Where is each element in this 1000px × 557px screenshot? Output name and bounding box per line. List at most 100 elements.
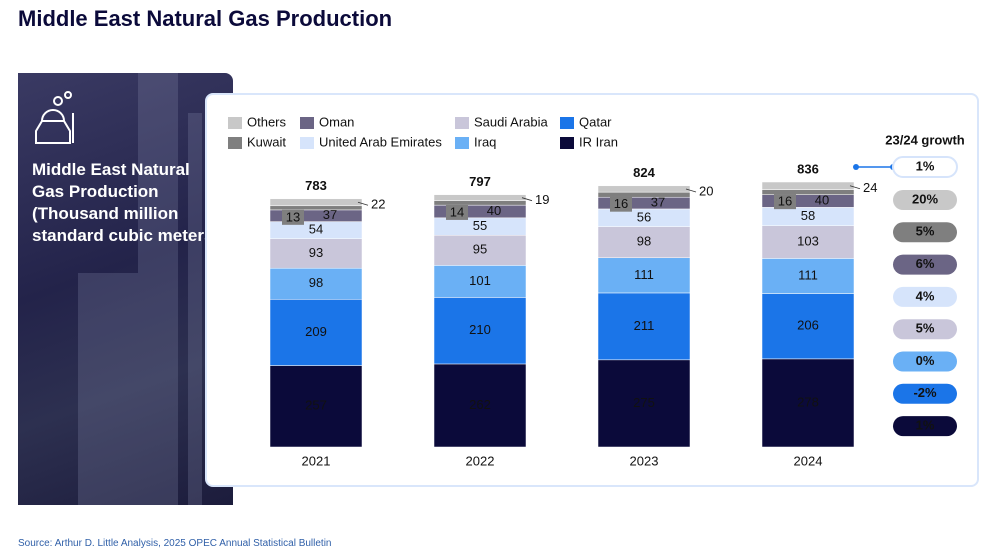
legend-swatch [455,137,469,149]
value-label: 98 [309,275,323,290]
value-label: 257 [305,398,327,413]
legend-swatch [560,117,574,129]
growth-pill [893,222,957,243]
bar-segment [269,198,363,207]
legend-label: Oman [319,114,354,129]
bar-segment [269,205,363,211]
legend-label: Qatar [579,114,612,129]
value-label: 278 [797,394,819,409]
growth-pill [893,190,957,210]
value-label: 56 [637,209,651,224]
value-label: 95 [473,242,487,257]
leader-line [685,188,697,193]
total-label: 824 [633,165,655,180]
legend-label: Saudi Arabia [474,114,548,129]
value-label: 37 [651,195,665,210]
value-box [610,196,632,212]
source: Source: Arthur D. Little Analysis, 2025 … [18,538,332,549]
value-label: 14 [450,204,464,219]
bar-segment [761,181,855,190]
growth-label: 5% [916,321,935,336]
value-label: 111 [634,267,654,282]
bar-segment [761,358,855,448]
legend-label: Kuwait [247,134,286,149]
bar-segment [597,292,691,361]
bar-segment [597,191,691,198]
x-tick-label: 2023 [630,453,659,468]
value-label: 98 [637,234,651,249]
value-label: 206 [797,318,819,333]
value-label: 103 [797,234,819,249]
page-title: Middle East Natural Gas Production [18,6,393,31]
panel-art [35,73,202,505]
value-label: 22 [371,197,385,212]
value-label: 211 [634,318,655,333]
legend-swatch [228,137,242,149]
value-label: 111 [798,267,818,282]
total-label: 783 [305,178,327,193]
value-label: 210 [469,322,491,337]
growth-pill [893,286,957,307]
growth-label: 1% [916,158,935,173]
growth-pill [893,351,957,372]
bar-segment [433,235,527,266]
growth-label: 0% [916,353,935,368]
bar-segment [761,293,855,360]
bar-segment [433,194,527,201]
value-label: 40 [487,203,501,218]
legend-swatch [300,117,314,129]
bar-segment [433,200,527,206]
value-label: 209 [305,324,327,339]
growth-label: 6% [916,256,935,271]
x-tick-label: 2022 [466,453,495,468]
bar-segment [597,185,691,193]
value-label: 275 [633,395,655,410]
legend-label: IR Iran [579,134,618,149]
growth-title: 23/24 growth [885,132,965,147]
value-label: 93 [309,245,323,260]
legend-swatch [228,117,242,129]
value-box [446,204,468,220]
bar-segment [433,363,527,448]
side-panel: Middle East Natural Gas Production (Thou… [18,73,233,505]
value-label: 24 [863,180,877,195]
growth-label: 4% [916,288,935,303]
growth-pill [892,156,958,178]
growth-pill [893,383,957,404]
leader-line [521,197,533,202]
bar-segment [761,225,855,259]
leader-line [849,185,861,190]
value-label: 101 [469,273,491,288]
value-label: 20 [699,183,713,198]
growth-label: -2% [913,385,937,400]
legend-label: Iraq [474,134,496,149]
value-label: 16 [778,194,792,209]
bar-segment [433,297,527,365]
growth-label: 20% [912,191,938,206]
total-label: 797 [469,174,491,189]
value-label: 37 [323,207,337,222]
value-box [774,194,796,210]
bar-segment [269,238,363,269]
value-label: 19 [535,192,549,207]
growth-label: 1% [916,418,935,433]
bar-segment [597,257,691,294]
value-label: 58 [801,208,815,223]
leader-line [357,201,369,206]
bar-segment [761,258,855,294]
growth-pill [893,416,957,437]
value-label: 55 [473,218,487,233]
value-label: 13 [286,209,300,224]
x-tick-label: 2021 [302,453,331,468]
bar-segment [761,189,855,195]
value-box [282,209,304,225]
growth-pill [893,319,957,340]
legend-label: United Arab Emirates [319,134,442,149]
bar-segment [269,365,363,448]
panel-text: Middle East Natural Gas Production (Thou… [32,160,220,245]
growth-pill [893,254,957,275]
legend-swatch [560,137,574,149]
value-label: 16 [614,196,628,211]
